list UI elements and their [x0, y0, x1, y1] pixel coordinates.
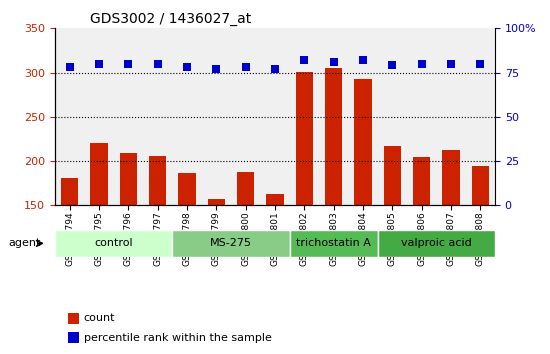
- Text: agent: agent: [8, 238, 41, 249]
- Point: [65, 64, 74, 70]
- Bar: [90, 143, 108, 205]
- Point: [124, 61, 133, 67]
- Bar: [413, 156, 431, 205]
- Bar: [383, 146, 401, 205]
- FancyBboxPatch shape: [55, 230, 172, 257]
- Bar: [68, 332, 79, 343]
- Text: MS-275: MS-275: [210, 238, 252, 249]
- Bar: [471, 166, 489, 205]
- Bar: [149, 156, 167, 205]
- FancyBboxPatch shape: [290, 230, 378, 257]
- Point: [447, 61, 455, 67]
- Bar: [295, 72, 313, 205]
- Bar: [61, 178, 79, 205]
- FancyBboxPatch shape: [172, 230, 290, 257]
- Bar: [266, 194, 284, 205]
- Point: [359, 57, 367, 63]
- Point: [300, 57, 309, 63]
- Point: [388, 63, 397, 68]
- Text: GDS3002 / 1436027_at: GDS3002 / 1436027_at: [90, 12, 251, 26]
- Bar: [325, 68, 343, 205]
- Point: [271, 66, 279, 72]
- Point: [476, 61, 485, 67]
- Point: [153, 61, 162, 67]
- Bar: [119, 153, 137, 205]
- Text: trichostatin A: trichostatin A: [296, 238, 371, 249]
- Text: valproic acid: valproic acid: [401, 238, 472, 249]
- Bar: [207, 199, 225, 205]
- Point: [95, 61, 103, 67]
- Point: [212, 66, 221, 72]
- FancyBboxPatch shape: [378, 230, 495, 257]
- Text: control: control: [95, 238, 133, 249]
- Bar: [237, 172, 255, 205]
- Bar: [442, 149, 460, 205]
- Text: count: count: [84, 313, 115, 324]
- Bar: [354, 79, 372, 205]
- Bar: [68, 313, 79, 324]
- Point: [329, 59, 338, 65]
- Point: [183, 64, 191, 70]
- Bar: [178, 173, 196, 205]
- Point: [417, 61, 426, 67]
- Point: [241, 64, 250, 70]
- Text: percentile rank within the sample: percentile rank within the sample: [84, 332, 272, 343]
